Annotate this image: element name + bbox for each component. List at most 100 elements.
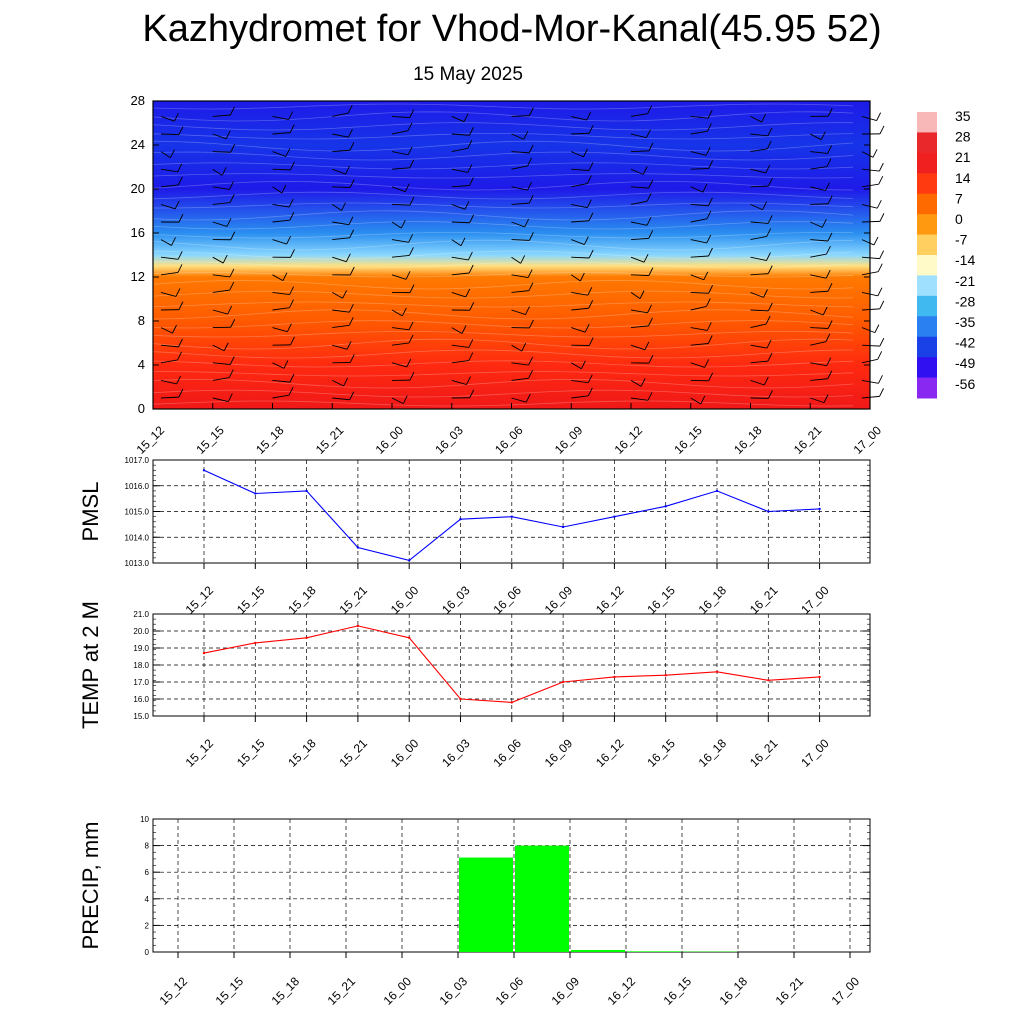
wind-barb-feather	[346, 341, 352, 350]
wind-barb-feather	[221, 167, 227, 176]
wind-barb	[160, 271, 179, 276]
contour-line	[152, 349, 854, 359]
wind-barb	[332, 309, 350, 313]
wind-barb-feather	[646, 217, 652, 226]
wind-barb-feather	[763, 289, 768, 298]
wind-barb	[212, 151, 231, 153]
contour-line	[152, 250, 854, 260]
data-point	[818, 675, 821, 679]
wind-barb	[272, 379, 291, 383]
contour-line	[152, 103, 854, 110]
wind-barb-feather	[527, 181, 532, 191]
wind-barb-feather	[527, 157, 532, 167]
wind-barb	[571, 239, 585, 245]
bar	[459, 857, 513, 952]
wind-barb	[160, 327, 173, 334]
x-tick-label: 16_09	[542, 583, 576, 617]
x-tick-label: 16_09	[542, 736, 576, 770]
wind-barb	[630, 274, 649, 277]
wind-barb	[160, 344, 179, 348]
wind-barb-feather	[876, 199, 882, 209]
wind-barb	[332, 168, 346, 175]
y-tick-label: 15.0	[133, 712, 149, 721]
wind-barb	[212, 221, 228, 227]
wind-barb-feather	[523, 131, 529, 140]
wind-barb	[511, 165, 528, 170]
wind-barb-feather	[827, 283, 833, 292]
wind-barb	[272, 362, 285, 369]
wind-barb	[160, 379, 177, 385]
wind-barb-feather	[874, 324, 880, 333]
wind-barb	[160, 168, 178, 173]
wind-barb-feather	[766, 252, 771, 261]
wind-barb-feather	[646, 193, 652, 202]
wind-barb-feather	[583, 236, 589, 245]
wind-barb-feather	[648, 230, 654, 239]
wind-barb-feather	[587, 374, 593, 383]
wind-barb-feather	[767, 215, 773, 224]
wind-barb-feather	[283, 360, 289, 369]
chart-title: Kazhydromet for Vhod-Mor-Kanal(45.95 52)	[142, 8, 882, 50]
wind-barb-feather	[230, 231, 236, 240]
x-tick-label: 15_18	[269, 974, 303, 1008]
wind-barb-feather	[227, 305, 233, 315]
wind-barb	[690, 168, 709, 170]
wind-barb-feather	[708, 372, 714, 381]
wind-barb	[690, 115, 709, 119]
wind-barb	[630, 200, 648, 205]
wind-barb-feather	[460, 237, 466, 246]
wind-barb	[511, 290, 529, 293]
wind-barb-feather	[587, 387, 593, 396]
wind-barb	[630, 113, 648, 117]
x-tick-label: 16_21	[773, 974, 807, 1008]
wind-barb	[861, 220, 880, 223]
wind-barb	[571, 151, 584, 158]
wind-barb-feather	[763, 376, 769, 386]
wind-barb-feather	[528, 232, 534, 241]
colorbar-label: 7	[955, 190, 963, 206]
x-tick-label: 15_12	[157, 974, 191, 1008]
contour-line	[152, 239, 854, 251]
wind-barb-feather	[708, 197, 713, 206]
x-tick-label: 16_15	[661, 974, 695, 1008]
wind-barb-feather	[178, 126, 184, 135]
y-tick-label: 1013.0	[125, 559, 150, 568]
wind-barb	[750, 168, 766, 174]
wind-barb	[212, 377, 230, 381]
wind-barb	[571, 220, 590, 223]
wind-barb-feather	[288, 111, 294, 120]
wind-barb	[332, 221, 350, 226]
wind-barb-feather	[879, 125, 885, 135]
wind-barb	[160, 133, 179, 136]
contour-line	[152, 371, 854, 377]
wind-barb-feather	[702, 183, 708, 193]
wind-barb-feather	[700, 395, 706, 405]
wind-barb-feather	[767, 265, 773, 274]
wind-barb	[511, 274, 529, 279]
wind-barb-feather	[528, 194, 534, 204]
wind-barb	[391, 274, 407, 280]
contour-line	[152, 180, 854, 191]
colorbar-segment	[917, 316, 937, 338]
wind-barb	[810, 290, 829, 293]
wind-barb-feather	[222, 254, 228, 264]
wind-barb-feather	[761, 113, 767, 123]
wind-barb	[391, 115, 410, 119]
wind-barb-feather	[767, 352, 773, 362]
wind-barb-feather	[703, 271, 709, 280]
wind-barb	[690, 186, 704, 193]
wind-barb-feather	[342, 290, 348, 299]
contour-line	[152, 320, 854, 329]
x-tick-label: 15_21	[337, 736, 371, 770]
wind-barb	[750, 273, 769, 276]
x-tick-label: 16_03	[437, 974, 471, 1008]
wind-barb-feather	[878, 175, 884, 185]
wind-barb-feather	[343, 377, 349, 387]
colorbar-segment	[917, 152, 937, 174]
wind-barb	[272, 219, 290, 223]
wind-barb	[810, 166, 828, 170]
colorbar-label: -42	[955, 335, 975, 351]
y-tick-label: 0	[138, 401, 145, 416]
wind-barb-feather	[469, 177, 474, 186]
wind-barb-feather	[467, 251, 473, 261]
